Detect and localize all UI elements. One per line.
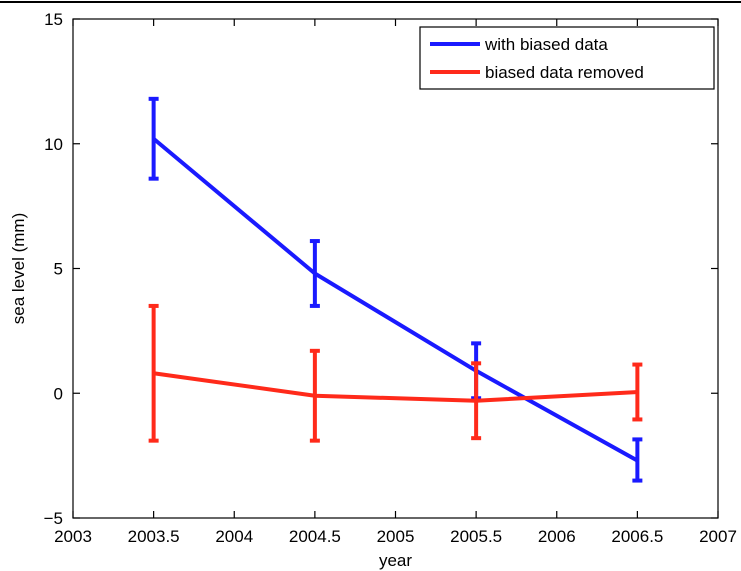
- x-tick-label: 2003: [54, 527, 92, 546]
- x-tick-label: 2003.5: [128, 527, 180, 546]
- x-tick-label: 2005: [377, 527, 415, 546]
- series-group: [148, 96, 643, 483]
- series-line: [152, 137, 639, 463]
- x-tick-label: 2006: [538, 527, 576, 546]
- legend-entry-label: biased data removed: [485, 63, 644, 82]
- y-tick-label: 15: [44, 10, 63, 29]
- plot-frame: [72, 18, 719, 519]
- x-tick-label: 2007: [699, 527, 737, 546]
- x-tick-label: 2004: [215, 527, 253, 546]
- series-0: [148, 96, 643, 483]
- series-line: [153, 371, 638, 403]
- y-tick-label: 5: [54, 260, 63, 279]
- legend-entry-label: with biased data: [484, 35, 608, 54]
- x-axis-label: year: [379, 551, 412, 570]
- x-tick-label: 2004.5: [289, 527, 341, 546]
- y-tick-label: 10: [44, 135, 63, 154]
- series-1: [148, 303, 643, 443]
- x-tick-label: 2006.5: [611, 527, 663, 546]
- y-tick-label: 0: [54, 384, 63, 403]
- legend: with biased data biased data removed: [419, 26, 715, 90]
- axes: 2003 2003.5 2004 2004.5 2005 2005.5 2006 2006.5…: [9, 10, 737, 570]
- y-axis-label: sea level (mm): [9, 213, 28, 324]
- x-tick-label: 2005.5: [450, 527, 502, 546]
- y-tick-label: −5: [44, 509, 63, 528]
- legend-box: [419, 26, 715, 90]
